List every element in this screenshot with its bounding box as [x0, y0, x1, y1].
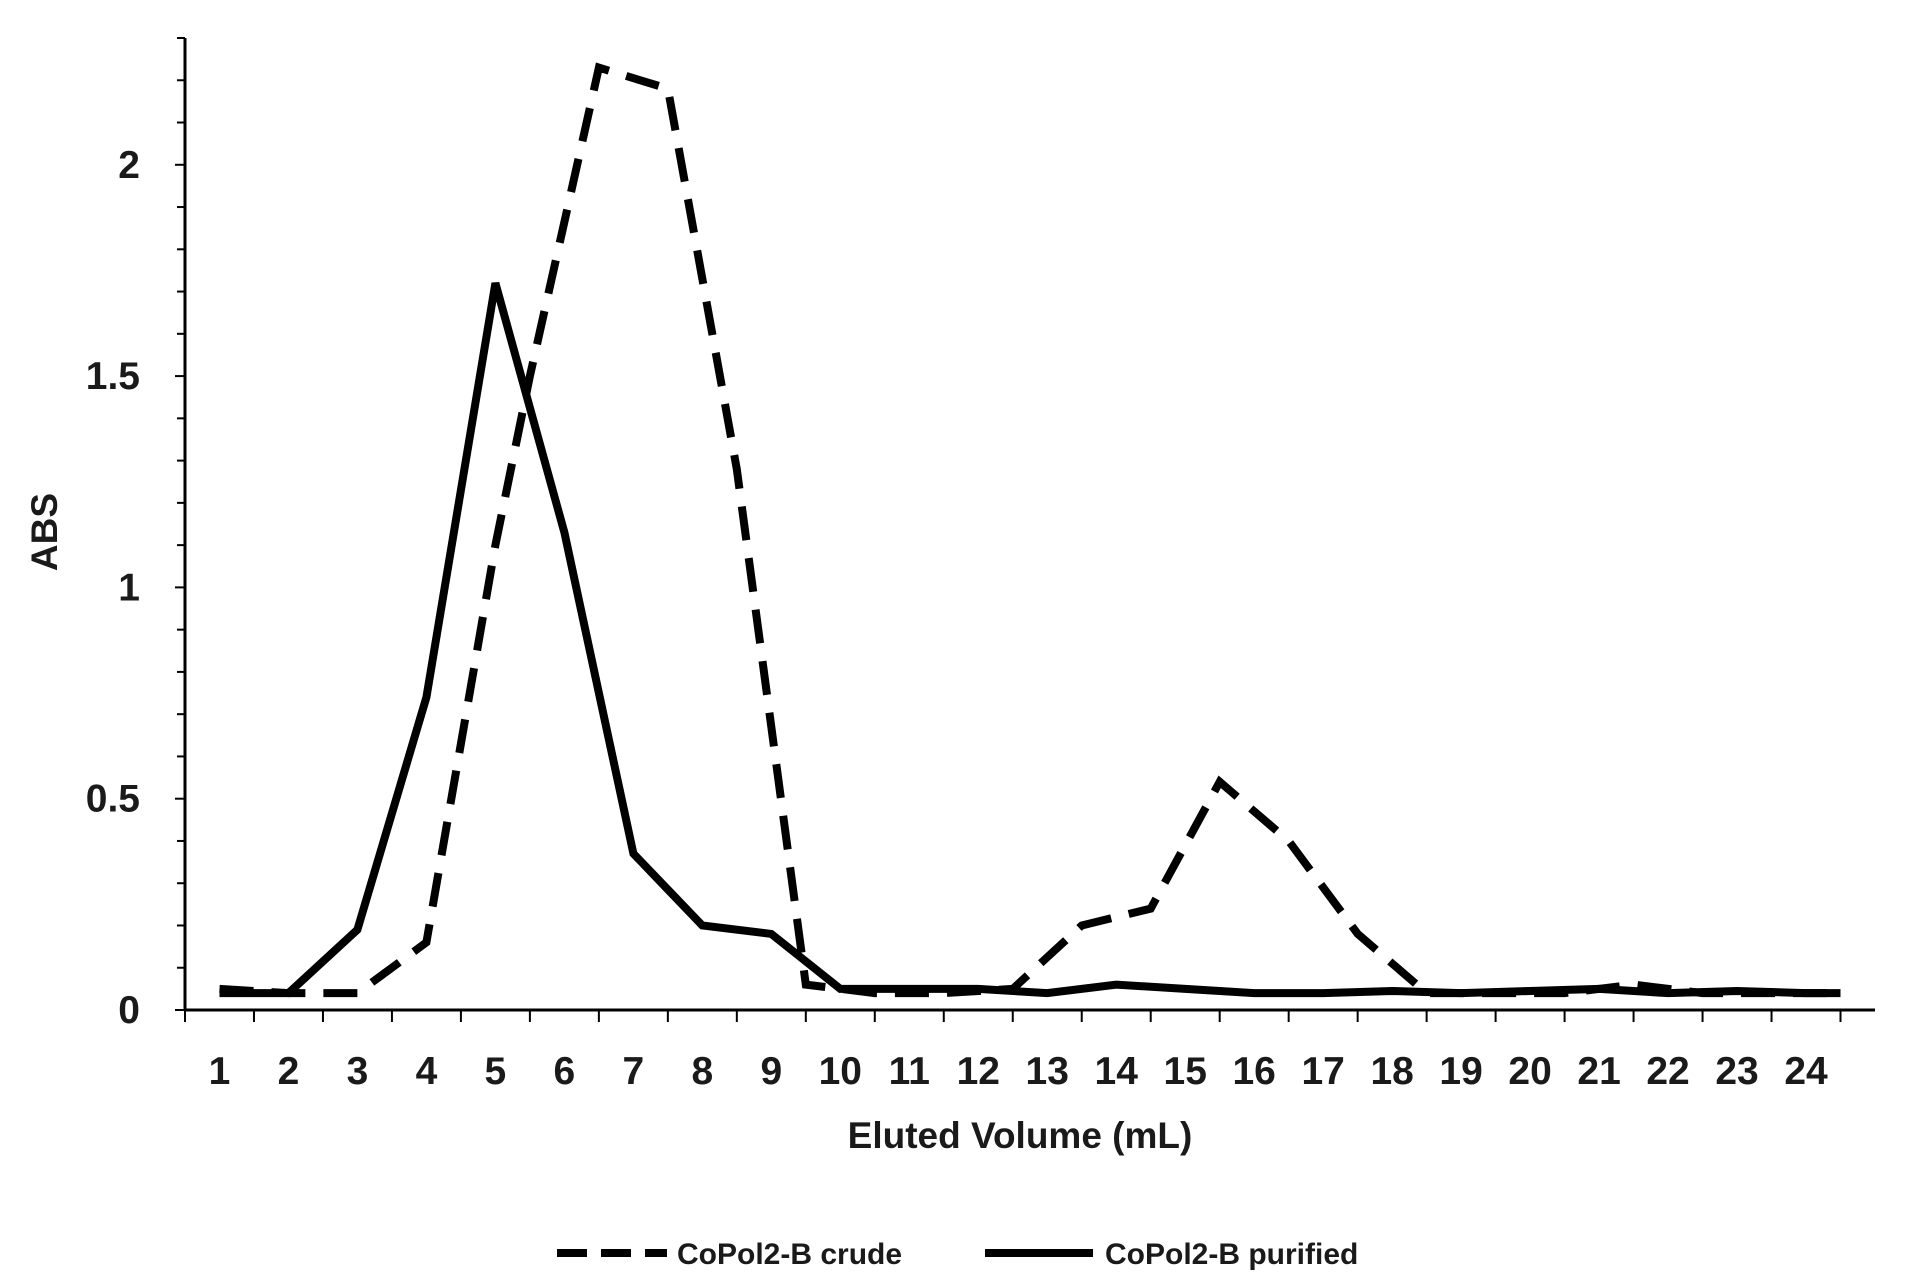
x-tick-label: 13 [1026, 1050, 1069, 1093]
x-tick-label: 2 [278, 1050, 300, 1093]
x-tick-label: 15 [1164, 1050, 1207, 1093]
legend-label: CoPol2-B crude [677, 1238, 902, 1271]
x-tick-label: 12 [957, 1050, 1000, 1093]
y-axis-title: ABS [24, 493, 65, 571]
x-tick-label: 1 [209, 1050, 231, 1093]
y-tick-label: 2 [118, 144, 140, 187]
y-tick-label: 0.5 [86, 778, 140, 821]
series-line-crude [219, 62, 1841, 998]
y-tick-label: 0 [118, 989, 140, 1032]
y-tick-label: 1 [118, 566, 140, 609]
x-tick-label: 24 [1784, 1050, 1828, 1093]
x-tick-label: 18 [1370, 1050, 1413, 1093]
x-tick-label: 8 [691, 1050, 713, 1093]
legend: CoPol2-B crude CoPol2-B purified [557, 1238, 1358, 1271]
x-tick-label: 16 [1232, 1050, 1275, 1093]
x-tick-label: 4 [416, 1050, 438, 1093]
x-tick-label: 23 [1715, 1050, 1758, 1093]
x-tick-label: 19 [1439, 1050, 1482, 1093]
x-tick-label: 20 [1508, 1050, 1551, 1093]
y-tick-label: 1.5 [86, 355, 140, 398]
x-tick-label: 9 [760, 1050, 782, 1093]
x-tick-label: 14 [1095, 1050, 1139, 1093]
axes: 00.511.521 2 3 4 5 6 7 8 9 10 11 12 13 14 15 16 17 18 19 20… [86, 37, 1875, 1093]
x-tick-label: 22 [1646, 1050, 1689, 1093]
x-tick-label: 11 [889, 1050, 930, 1093]
series-layer [219, 62, 1841, 998]
x-tick-label: 17 [1301, 1050, 1344, 1093]
series-line-purified [219, 282, 1841, 998]
x-tick-label: 10 [819, 1050, 862, 1093]
x-tick-label: 7 [623, 1050, 645, 1093]
x-tick-label: 21 [1577, 1050, 1620, 1093]
x-axis-title: Eluted Volume (mL) [848, 1115, 1193, 1156]
x-tick-label: 6 [554, 1050, 576, 1093]
legend-label: CoPol2-B purified [1105, 1238, 1358, 1271]
x-tick-label: 5 [485, 1050, 507, 1093]
x-tick-label: 3 [347, 1050, 369, 1093]
